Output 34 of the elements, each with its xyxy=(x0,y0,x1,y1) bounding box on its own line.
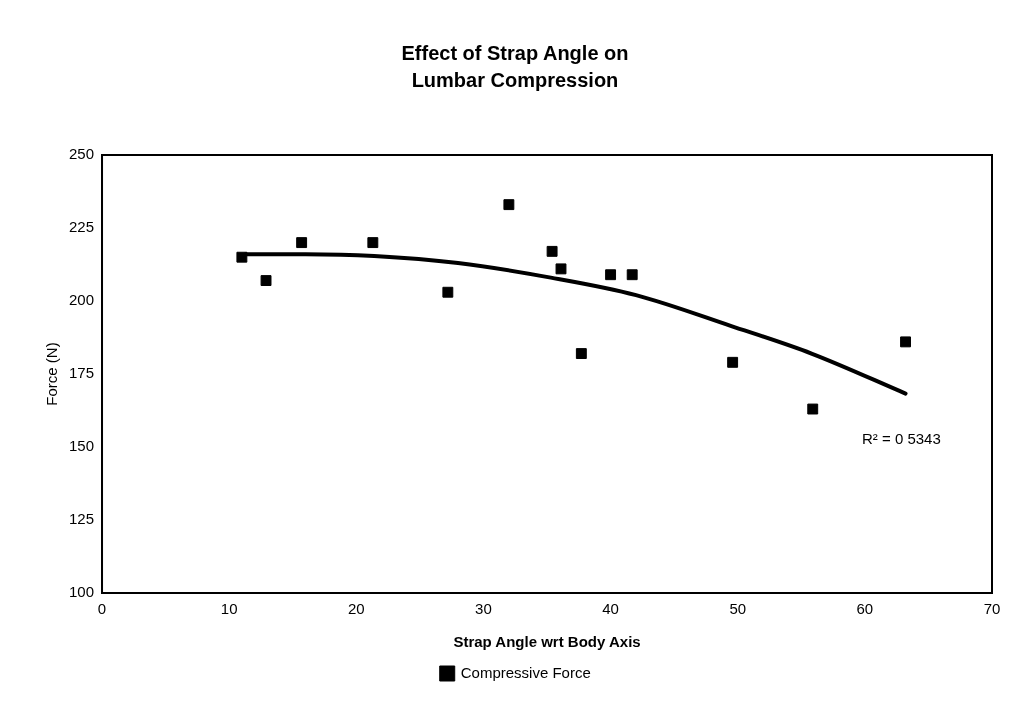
point xyxy=(555,263,567,275)
point xyxy=(442,286,454,298)
point xyxy=(626,269,638,281)
x-tick-label: 0 xyxy=(97,600,107,618)
point xyxy=(367,237,379,249)
point xyxy=(605,269,617,281)
x-tick-label: 60 xyxy=(856,600,874,618)
x-tick-label: 30 xyxy=(475,600,492,618)
point xyxy=(296,237,308,249)
point xyxy=(236,251,248,263)
y-tick-label: 200 xyxy=(69,291,95,309)
x-axis-title: Strap Angle wrt Body Axis xyxy=(453,633,641,651)
point xyxy=(546,245,558,257)
x-tick-label: 10 xyxy=(220,600,238,618)
y-tick-label: 100 xyxy=(69,583,95,601)
y-tick-label: 250 xyxy=(69,145,95,163)
legend-label: Compressive Force xyxy=(460,663,591,681)
annotation: R² = 0 5343 xyxy=(862,430,941,448)
point xyxy=(900,336,911,348)
point xyxy=(503,199,515,211)
point xyxy=(575,348,587,360)
y-tick-label: 225 xyxy=(69,218,95,236)
point xyxy=(727,356,739,368)
x-tick-label: 70 xyxy=(983,600,1001,618)
y-tick-label: 125 xyxy=(69,510,95,528)
y-tick-label: 150 xyxy=(69,437,95,455)
chart-title: Effect of Strap Angle on Lumbar Compression xyxy=(400,41,630,93)
y-axis-title: Force (N) xyxy=(43,342,61,406)
y-tick-label: 175 xyxy=(69,364,95,382)
x-tick-label: 40 xyxy=(602,600,619,618)
point xyxy=(807,403,819,415)
point xyxy=(260,275,272,287)
x-tick-label: 20 xyxy=(347,600,365,618)
x-tick-label: 50 xyxy=(729,600,747,618)
